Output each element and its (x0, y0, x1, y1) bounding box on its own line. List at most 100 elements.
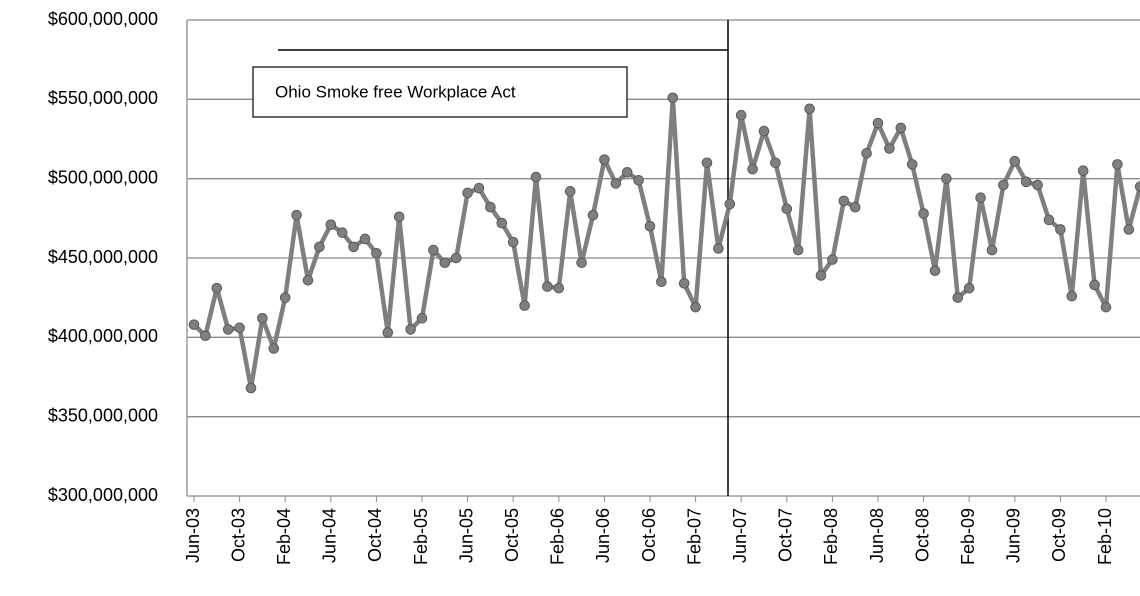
data-point (849, 201, 861, 213)
data-point (1134, 181, 1140, 192)
data-point (348, 241, 359, 253)
data-point (382, 327, 394, 338)
data-point (576, 257, 587, 269)
data-point (941, 173, 952, 184)
data-point (393, 211, 405, 223)
data-point (929, 265, 941, 276)
data-point (1066, 290, 1078, 302)
data-point (428, 244, 439, 256)
data-point (1032, 179, 1043, 191)
data-point (1043, 214, 1055, 226)
data-point (838, 195, 850, 207)
data-point (952, 292, 964, 303)
x-tick-label: Oct-06 (639, 508, 659, 562)
x-tick-label: Feb-05 (411, 508, 431, 565)
x-tick-label: Oct-09 (1049, 508, 1069, 562)
data-point (713, 243, 724, 254)
x-tick-label: Jun-09 (1004, 508, 1024, 563)
data-point (1089, 279, 1100, 291)
data-point (485, 201, 496, 213)
data-point (963, 282, 975, 294)
data-point (770, 157, 781, 169)
y-tick-label: $600,000,000 (48, 9, 158, 29)
data-point (530, 171, 542, 183)
data-point (450, 252, 462, 264)
data-point (667, 92, 679, 104)
y-tick-label: $550,000,000 (48, 88, 158, 108)
data-point (462, 187, 473, 199)
x-tick-label: Oct-08 (912, 508, 932, 562)
data-point (998, 179, 1009, 191)
x-tick-label: Feb-10 (1095, 508, 1115, 565)
data-point (644, 220, 656, 232)
data-point (986, 244, 998, 256)
data-point (610, 178, 622, 189)
data-point (656, 276, 667, 288)
data-point (815, 270, 827, 281)
data-point (735, 109, 747, 121)
data-point (701, 157, 713, 169)
x-tick-label: Oct-07 (776, 508, 796, 562)
data-point (496, 217, 508, 229)
data-point (1123, 224, 1135, 235)
data-point (257, 312, 268, 324)
y-tick-label: $300,000,000 (48, 485, 158, 505)
data-point (336, 227, 348, 238)
data-point (781, 203, 793, 215)
data-point (268, 343, 280, 354)
data-point (1100, 301, 1112, 313)
data-point (1055, 224, 1066, 235)
data-point (222, 324, 234, 335)
x-tick-label: Feb-06 (548, 508, 568, 565)
data-point (211, 282, 223, 294)
data-point (553, 282, 565, 294)
data-point (279, 292, 291, 303)
data-point (884, 143, 895, 154)
data-point (1112, 159, 1123, 170)
x-tick-label: Jun-05 (456, 508, 476, 563)
data-point (633, 174, 644, 186)
data-point (599, 154, 610, 165)
data-point (804, 103, 815, 115)
data-point (507, 236, 519, 248)
data-point (621, 167, 633, 178)
x-tick-label: Jun-07 (730, 508, 750, 563)
data-point (473, 182, 485, 194)
x-tick-label: Jun-08 (867, 508, 887, 563)
data-point (758, 125, 770, 137)
x-tick-label: Feb-08 (821, 508, 841, 565)
data-point (724, 198, 736, 210)
data-point (542, 281, 553, 292)
data-point (519, 300, 530, 311)
data-point (188, 319, 200, 330)
data-point (416, 312, 428, 324)
data-point (906, 159, 918, 170)
annotation: Ohio Smoke free Workplace Act (275, 82, 516, 101)
data-point (975, 192, 986, 204)
data-point (747, 163, 758, 175)
annotation-box (252, 66, 628, 118)
data-point (405, 324, 416, 335)
y-tick-label: $500,000,000 (48, 167, 158, 187)
data-point (359, 233, 371, 245)
data-point (895, 122, 907, 134)
data-point (234, 322, 245, 334)
data-point (291, 209, 302, 221)
data-point (690, 301, 701, 313)
x-tick-label: Jun-03 (183, 508, 203, 563)
x-tick-label: Jun-04 (320, 508, 340, 563)
data-point (564, 186, 576, 197)
data-point (1077, 165, 1089, 177)
data-point (302, 274, 314, 286)
data-point (439, 257, 451, 269)
data-point (587, 209, 599, 221)
y-tick-label: $450,000,000 (48, 247, 158, 267)
x-tick-label: Feb-07 (684, 508, 704, 565)
data-point (872, 117, 884, 129)
x-tick-label: Oct-03 (228, 508, 248, 562)
x-tick-label: Feb-09 (958, 508, 978, 565)
data-point (827, 254, 838, 265)
data-point (325, 219, 337, 230)
data-point (861, 147, 872, 159)
